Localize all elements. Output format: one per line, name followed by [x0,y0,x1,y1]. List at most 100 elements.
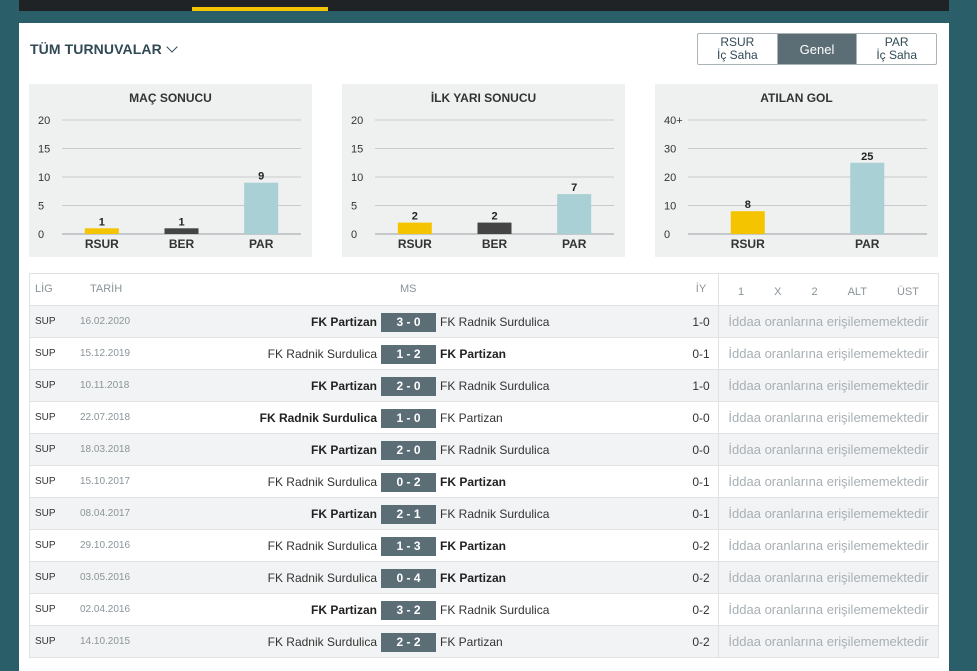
date-cell: 02.04.2016 [80,604,131,615]
home-team-cell[interactable]: FK Partizan [310,603,377,617]
h2h-panel: TÜM TURNUVALAR RSUR İç Saha Genel PAR İç… [19,23,949,671]
away-team-cell[interactable]: FK Partizan [440,347,507,361]
half-time-cell: 0-0 [692,411,710,425]
segment-rsur-home[interactable]: RSUR İç Saha [698,34,777,64]
y-tick-label: 20 [664,172,676,184]
table-row[interactable]: SUP 22.07.2018 FK Radnik Surdulica 1 - 0 FK … [30,401,938,433]
date-cell: 08.04.2017 [80,508,131,519]
bar-ber [164,228,199,234]
table-row[interactable]: SUP 10.11.2018 FK Partizan 2 - 0 FK Radnik S… [30,369,938,401]
header-odds-under: ALT [847,286,867,298]
odds-unavailable-cell: İddaa oranlarına erişilememektedir [718,498,938,529]
score-badge[interactable]: 2 - 2 [381,633,436,652]
score-badge[interactable]: 0 - 2 [381,473,436,492]
chevron-down-icon [166,41,178,53]
score-badge[interactable]: 1 - 3 [381,537,436,556]
away-team-cell[interactable]: FK Radnik Surdulica [440,603,550,617]
home-team-cell[interactable]: FK Radnik Surdulica [267,635,377,649]
category-label: BER [169,237,195,251]
y-tick-label: 0 [664,229,670,241]
league-cell: SUP [35,412,56,423]
home-team-cell[interactable]: FK Radnik Surdulica [267,475,377,489]
header-half-time: İY [695,283,707,295]
bar-value-label: 9 [258,171,264,183]
bar-value-label: 1 [178,216,184,228]
table-row[interactable]: SUP 18.03.2018 FK Partizan 2 - 0 FK Radnik S… [30,433,938,465]
date-cell: 29.10.2016 [80,540,131,551]
bar-value-label: 25 [861,151,873,163]
bar-ber [477,222,512,234]
away-team-cell[interactable]: FK Partizan [440,475,507,489]
date-cell: 22.07.2018 [80,412,131,423]
half-time-cell: 0-1 [692,347,710,361]
header-odds-over: ÜST [896,286,919,298]
half-time-cell: 0-2 [692,539,710,553]
score-badge[interactable]: 2 - 0 [381,441,436,460]
away-team-cell[interactable]: FK Radnik Surdulica [440,315,550,329]
table-row[interactable]: SUP 03.05.2016 FK Radnik Surdulica 0 - 4 FK … [30,561,938,593]
score-badge[interactable]: 2 - 1 [381,505,436,524]
home-team-cell[interactable]: FK Radnik Surdulica [259,411,377,425]
date-cell: 03.05.2016 [80,572,131,583]
segment-overall[interactable]: Genel [776,34,857,64]
tournament-dropdown[interactable]: TÜM TURNUVALAR [30,41,178,57]
away-team-cell[interactable]: FK Partizan [440,539,507,553]
chart-title: ATILAN GOL [760,91,833,105]
away-team-cell[interactable]: FK Radnik Surdulica [440,507,550,521]
y-tick-label: 15 [351,144,363,156]
home-team-cell[interactable]: FK Radnik Surdulica [267,539,377,553]
score-badge[interactable]: 3 - 0 [381,313,436,332]
chart-svg: 0 5 10 15 20 1 RSUR 1 BER 9 PAR [38,115,301,251]
table-row[interactable]: SUP 02.04.2016 FK Partizan 3 - 2 FK Radnik S… [30,593,938,625]
header-full-time: MS [400,283,417,295]
table-row[interactable]: SUP 14.10.2015 FK Radnik Surdulica 2 - 2 FK … [30,625,938,657]
score-badge[interactable]: 1 - 0 [381,409,436,428]
away-team-cell[interactable]: FK Partizan [440,411,503,425]
table-header-row: LİG TARİH MS İY 1 X 2 ALT ÜST [30,274,938,305]
chart-title: İLK YARI SONUCU [430,91,537,105]
home-team-cell[interactable]: FK Partizan [310,315,377,329]
home-team-cell[interactable]: FK Partizan [310,507,377,521]
table-row[interactable]: SUP 16.02.2020 FK Partizan 3 - 0 FK Radnik S… [30,305,938,337]
away-team-cell[interactable]: FK Radnik Surdulica [440,379,550,393]
score-badge[interactable]: 0 - 4 [381,569,436,588]
category-label: RSUR [731,237,765,251]
header-odds-1: 1 [738,286,745,298]
y-tick-label: 5 [351,201,357,213]
bar-par [244,182,279,234]
score-badge[interactable]: 3 - 2 [381,601,436,620]
table-row[interactable]: SUP 15.10.2017 FK Radnik Surdulica 0 - 2 FK … [30,465,938,497]
header-odds-x: X [774,286,782,298]
table-row[interactable]: SUP 15.12.2019 FK Radnik Surdulica 1 - 2 FK … [30,337,938,369]
chart-title: MAÇ SONUCU [129,91,212,105]
bar-value-label: 2 [491,211,497,223]
odds-unavailable-cell: İddaa oranlarına erişilememektedir [718,562,938,593]
home-team-cell[interactable]: FK Radnik Surdulica [267,571,377,585]
home-team-cell[interactable]: FK Partizan [310,443,377,457]
league-cell: SUP [35,444,56,455]
away-team-cell[interactable]: FK Radnik Surdulica [440,443,550,457]
chart-match-result: MAÇ SONUCU 0 5 10 15 20 1 RSUR 1 BER 9 PAR [29,84,312,257]
h2h-match-table: LİG TARİH MS İY 1 X 2 ALT ÜST SUP 16.02.2… [29,273,939,658]
y-tick-label: 5 [38,201,44,213]
bar-value-label: 1 [99,216,105,228]
league-cell: SUP [35,572,56,583]
table-row[interactable]: SUP 08.04.2017 FK Partizan 2 - 1 FK Radnik S… [30,497,938,529]
half-time-cell: 1-0 [692,379,710,393]
segment-par-home[interactable]: PAR İç Saha [856,34,936,64]
away-team-cell[interactable]: FK Partizan [440,571,507,585]
home-team-cell[interactable]: FK Radnik Surdulica [267,347,377,361]
half-time-cell: 0-1 [692,475,710,489]
table-row[interactable]: SUP 29.10.2016 FK Radnik Surdulica 1 - 3 FK … [30,529,938,561]
away-team-cell[interactable]: FK Partizan [440,635,503,649]
category-label: PAR [249,237,274,251]
date-cell: 15.12.2019 [80,348,131,359]
header-odds: 1 X 2 ALT ÜST [718,274,938,305]
score-badge[interactable]: 2 - 0 [381,377,436,396]
chart-goals-scored: ATILAN GOL 0 10 20 30 40+ 8 RSUR 25 PAR [655,84,938,257]
home-team-cell[interactable]: FK Partizan [310,379,377,393]
score-badge[interactable]: 1 - 2 [381,345,436,364]
category-label: RSUR [85,237,119,251]
odds-unavailable-cell: İddaa oranlarına erişilememektedir [718,626,938,657]
league-cell: SUP [35,508,56,519]
